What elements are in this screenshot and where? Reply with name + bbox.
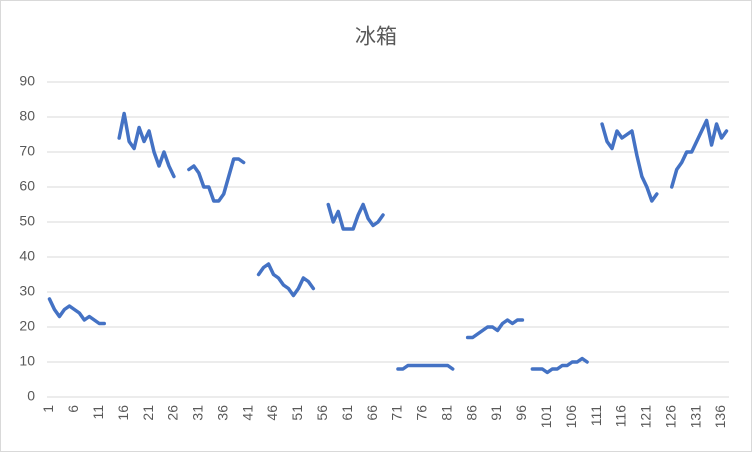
x-tick-label: 36 — [214, 405, 230, 421]
y-tick-label: 70 — [19, 143, 35, 159]
x-tick-label: 46 — [264, 405, 280, 421]
y-tick-label: 60 — [19, 178, 35, 194]
y-tick-label: 10 — [19, 353, 35, 369]
x-tick-label: 91 — [488, 405, 504, 421]
x-tick-label: 41 — [239, 405, 255, 421]
x-tick-label: 71 — [389, 405, 405, 421]
y-tick-label: 80 — [19, 108, 35, 124]
x-tick-label: 56 — [314, 405, 330, 421]
x-tick-label: 81 — [438, 405, 454, 421]
x-tick-label: 11 — [90, 405, 106, 420]
x-tick-label: 86 — [463, 405, 479, 421]
x-tick-label: 6 — [65, 405, 81, 413]
x-tick-label: 51 — [289, 405, 305, 421]
y-tick-label: 30 — [19, 283, 35, 299]
x-tick-label: 66 — [364, 405, 380, 421]
x-tick-label: 31 — [190, 405, 206, 421]
x-tick-label: 26 — [165, 405, 181, 421]
x-tick-label: 101 — [538, 405, 554, 429]
x-tick-label: 131 — [687, 405, 703, 429]
x-tick-label: 76 — [414, 405, 430, 421]
x-tick-label: 1 — [40, 405, 56, 413]
x-tick-label: 126 — [662, 405, 678, 429]
x-tick-label: 16 — [115, 405, 131, 421]
x-tick-label: 116 — [613, 405, 629, 428]
x-tick-label: 61 — [339, 405, 355, 421]
x-tick-label: 96 — [513, 405, 529, 421]
y-tick-label: 90 — [19, 73, 35, 89]
x-tick-label: 136 — [712, 405, 728, 429]
x-tick-label: 106 — [563, 405, 579, 429]
y-tick-label: 0 — [27, 388, 35, 404]
x-tick-label: 121 — [638, 405, 654, 429]
x-tick-label: 111 — [588, 405, 604, 426]
y-tick-label: 20 — [19, 318, 35, 334]
y-tick-label: 40 — [19, 248, 35, 264]
y-tick-label: 50 — [19, 213, 35, 229]
chart-title: 冰箱 — [355, 26, 397, 49]
x-tick-label: 21 — [140, 405, 156, 421]
data-line — [47, 111, 729, 375]
